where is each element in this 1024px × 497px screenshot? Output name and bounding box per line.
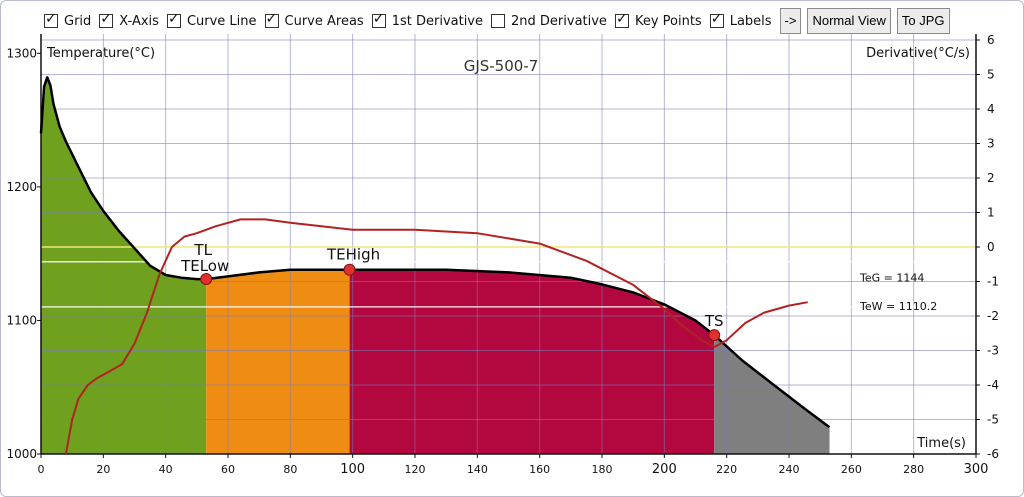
y-right-tick-label: 0 (987, 240, 995, 254)
x-tick-label: 300 (964, 462, 989, 477)
x-tick-label: 120 (405, 463, 426, 476)
x-tick-label: 260 (841, 463, 862, 476)
x-tick-label: 220 (716, 463, 737, 476)
to-jpg-button[interactable]: To JPG (896, 8, 950, 34)
curve-areas-checkbox-box[interactable] (264, 11, 279, 28)
x-axis-label: Time(s) (916, 436, 966, 451)
key-point-label-telow: TELow (180, 257, 229, 275)
curve-areas (41, 77, 830, 455)
y-right-tick-label: 1 (987, 206, 995, 220)
key-point-label-ts: TS (704, 312, 724, 330)
key-point-marker (343, 263, 356, 276)
area-crimson (349, 269, 715, 454)
labels-checkbox[interactable]: Labels (709, 11, 772, 29)
x-tick-label: 20 (96, 463, 110, 476)
x-tick-label: 0 (38, 463, 45, 476)
y-right-tick-label: 4 (987, 102, 995, 116)
curve-line-checkbox[interactable]: Curve Line (166, 11, 257, 29)
grid (41, 34, 977, 455)
curve-line-checkbox-label: Curve Line (186, 13, 257, 29)
first-derivative-checkbox-label: 1st Derivative (391, 13, 484, 29)
x-tick-label: 280 (903, 463, 924, 476)
grid-checkbox[interactable]: Grid (44, 11, 92, 29)
y-left-tick-label: 1000 (6, 447, 37, 461)
grid-checkbox-box[interactable] (44, 11, 58, 28)
y-right-tick-label: -6 (987, 447, 999, 461)
arrow-button[interactable]: -> (779, 8, 802, 34)
axes (37, 34, 980, 458)
first-derivative-checkbox-box[interactable] (371, 11, 386, 28)
y-right-tick-label: 3 (987, 137, 995, 151)
second-derivative-checkbox-label: 2nd Derivative (511, 13, 607, 29)
labels-checkbox-label: Labels (729, 13, 772, 29)
curve-lines (39, 76, 831, 455)
second-derivative-checkbox-box[interactable] (491, 14, 506, 28)
second-derivative-checkbox[interactable]: 2nd Derivative (491, 14, 607, 29)
y-right-tick-label: -2 (987, 309, 999, 323)
x-tick-label: 200 (652, 462, 677, 477)
curve-areas-checkbox-label: Curve Areas (284, 13, 364, 29)
x-axis-checkbox-label: X-Axis (119, 13, 159, 29)
x-tick-label: 240 (779, 463, 800, 476)
teg-label: TeG = 1144 (859, 272, 924, 285)
labels-checkbox-box[interactable] (709, 11, 724, 28)
x-tick-label: 180 (592, 463, 613, 476)
x-tick-label: 100 (340, 462, 365, 477)
y-left-tick-label: 1100 (6, 313, 37, 327)
x-axis-checkbox[interactable]: X-Axis (99, 11, 159, 29)
curve-line-checkbox-box[interactable] (166, 11, 181, 28)
right-axis-label: Derivative(°C/s) (866, 46, 970, 61)
key-point-label-tl: TL (193, 241, 212, 259)
x-tick-label: 40 (159, 463, 173, 476)
x-tick-label: 160 (529, 463, 550, 476)
chart-title: GJS-500-7 (464, 57, 539, 75)
derivative-curve-line (64, 218, 808, 455)
x-tick-label: 140 (467, 463, 488, 476)
y-left-tick-label: 1200 (6, 180, 37, 194)
normal-view-button[interactable]: Normal View (807, 8, 891, 34)
key-points-checkbox-box[interactable] (614, 11, 629, 28)
left-axis-label: Temperature(°C) (46, 46, 155, 61)
x-tick-label: 80 (283, 463, 297, 476)
cooling-curve-line (39, 76, 831, 429)
y-right-tick-label: 2 (987, 171, 995, 185)
area-gray (714, 335, 830, 454)
key-points-checkbox[interactable]: Key Points (614, 11, 702, 29)
first-derivative-checkbox[interactable]: 1st Derivative (371, 11, 484, 29)
key-point-label-tehigh: TEHigh (326, 246, 380, 264)
y-left-tick-label: 1300 (6, 46, 37, 60)
key-points (200, 263, 721, 342)
y-right-tick-label: -5 (987, 413, 999, 427)
toolbar: Grid X-Axis Curve Line Curve Areas 1st D… (44, 6, 956, 36)
y-right-tick-label: -3 (987, 344, 999, 358)
y-right-tick-label: 6 (987, 33, 995, 47)
chart-text: 0 20 40 60 80 100 120 140 160 180 200 220 240 260 280 3… (6, 33, 999, 477)
area-green (41, 77, 207, 455)
grid-checkbox-label: Grid (64, 13, 92, 29)
y-right-tick-label: 5 (987, 68, 995, 82)
curve-areas-checkbox[interactable]: Curve Areas (264, 11, 364, 29)
key-point-marker (200, 273, 213, 286)
key-points-checkbox-label: Key Points (634, 13, 702, 29)
key-point-marker (708, 329, 721, 342)
y-right-tick-label: -1 (987, 275, 999, 289)
x-axis-checkbox-box[interactable] (99, 11, 114, 28)
x-tick-label: 60 (221, 463, 235, 476)
y-right-tick-label: -4 (987, 378, 999, 392)
tew-label: TeW = 1110.2 (859, 300, 937, 313)
